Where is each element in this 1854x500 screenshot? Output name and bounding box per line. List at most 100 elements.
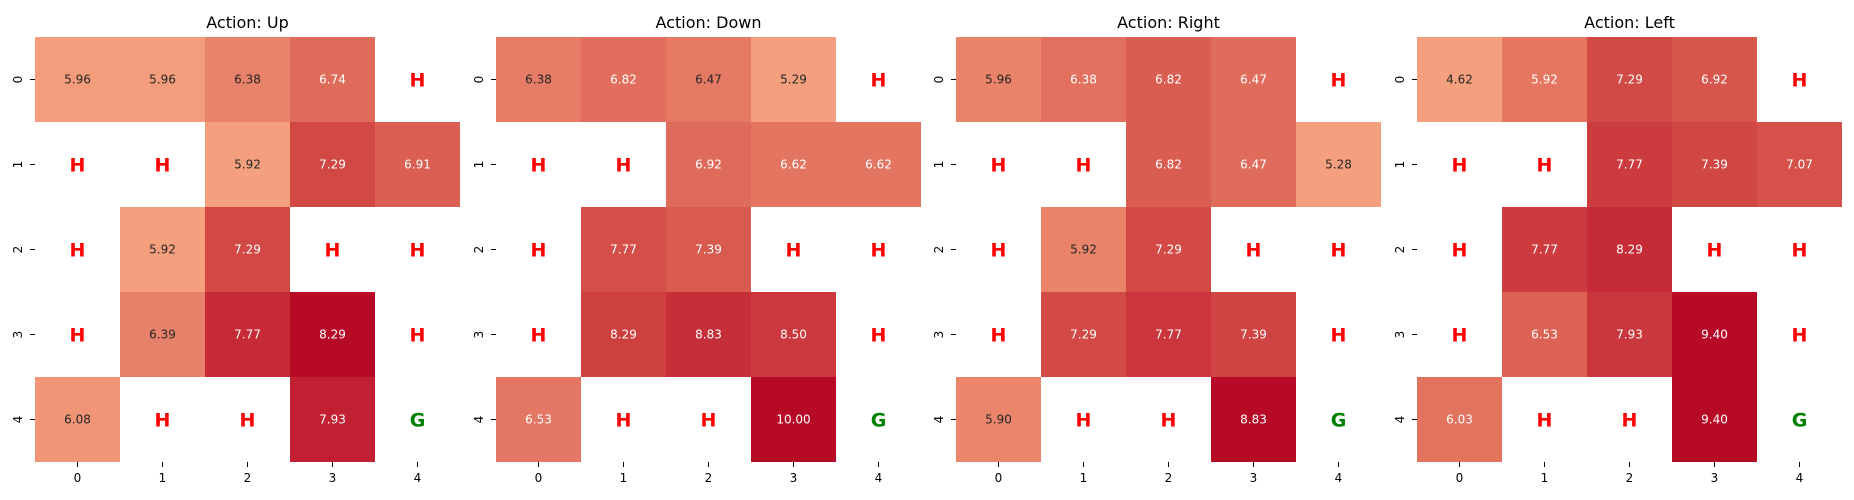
x-tick-label: 3 [1711, 471, 1719, 485]
hole-marker: H [410, 325, 426, 347]
hole-marker: H [1537, 155, 1553, 177]
heatmap-cell [496, 377, 581, 462]
heatmap-cell [1672, 122, 1757, 207]
panel-title: Action: Up [206, 13, 288, 32]
hole-marker: H [410, 240, 426, 262]
x-tick-label: 4 [1796, 471, 1804, 485]
hole-marker: H [155, 410, 171, 432]
hole-marker: H [1161, 410, 1177, 432]
cell-value-label: 6.47 [695, 73, 722, 87]
hole-marker: H [70, 325, 86, 347]
heatmap-cell [1672, 292, 1757, 377]
cell-value-label: 6.92 [1701, 73, 1728, 87]
hole-marker: H [325, 240, 341, 262]
cell-value-label: 9.40 [1701, 413, 1728, 427]
heatmap-cell [1417, 377, 1502, 462]
hole-marker: H [531, 325, 547, 347]
y-tick-label: 2 [11, 246, 25, 254]
x-tick-label: 4 [414, 471, 422, 485]
hole-marker: H [531, 240, 547, 262]
cell-value-label: 6.38 [1070, 73, 1097, 87]
hole-marker: H [1707, 240, 1723, 262]
heatmap-cell [1211, 37, 1296, 122]
panel-title: Action: Down [656, 13, 762, 32]
cell-value-label: 6.47 [1240, 158, 1267, 172]
heatmap-cell [1041, 207, 1126, 292]
hole-marker: H [70, 155, 86, 177]
y-tick-label: 4 [1393, 416, 1407, 424]
cell-value-label: 7.29 [1070, 328, 1097, 342]
heatmap-cell [666, 292, 751, 377]
heatmap-cell [1041, 292, 1126, 377]
cell-value-label: 7.29 [1155, 243, 1182, 257]
x-tick-label: 1 [620, 471, 628, 485]
panel-title: Action: Right [1117, 13, 1220, 32]
cell-value-label: 6.82 [610, 73, 637, 87]
heatmap-cell [581, 207, 666, 292]
cell-value-label: 6.53 [1531, 328, 1558, 342]
heatmap-cell [1211, 122, 1296, 207]
panel-title: Action: Left [1584, 13, 1675, 32]
cell-value-label: 7.29 [234, 243, 261, 257]
hole-marker: H [1792, 70, 1808, 92]
heatmap-cell [35, 37, 120, 122]
hole-marker: H [1076, 155, 1092, 177]
y-tick-label: 1 [932, 161, 946, 169]
hole-marker: H [410, 70, 426, 92]
cell-value-label: 8.83 [1240, 413, 1267, 427]
cell-value-label: 8.29 [319, 328, 346, 342]
heatmap-cell [751, 122, 836, 207]
x-tick-label: 0 [995, 471, 1003, 485]
heatmap-cell [1126, 37, 1211, 122]
cell-value-label: 6.92 [695, 158, 722, 172]
hole-marker: H [1792, 325, 1808, 347]
cell-value-label: 7.39 [1240, 328, 1267, 342]
cell-value-label: 6.74 [319, 73, 346, 87]
cell-value-label: 8.29 [1616, 243, 1643, 257]
cell-value-label: 4.62 [1446, 73, 1473, 87]
x-tick-label: 3 [790, 471, 798, 485]
x-tick-label: 3 [1250, 471, 1258, 485]
x-tick-label: 2 [1165, 471, 1173, 485]
cell-value-label: 8.50 [780, 328, 807, 342]
y-tick-label: 0 [1393, 76, 1407, 84]
heatmap-cell [1672, 37, 1757, 122]
heatmap-cell [1296, 122, 1381, 207]
y-tick-label: 1 [472, 161, 486, 169]
heatmap-cell [1126, 207, 1211, 292]
heatmap-cell [375, 122, 460, 207]
cell-value-label: 6.38 [525, 73, 552, 87]
heatmap-cell [956, 37, 1041, 122]
hole-marker: H [991, 240, 1007, 262]
cell-value-label: 7.07 [1786, 158, 1813, 172]
cell-value-label: 5.96 [985, 73, 1012, 87]
heatmap-cell [290, 292, 375, 377]
hole-marker: H [1076, 410, 1092, 432]
cell-value-label: 6.91 [404, 158, 431, 172]
hole-marker: H [1622, 410, 1638, 432]
heatmap-cell [1587, 37, 1672, 122]
cell-value-label: 7.93 [319, 413, 346, 427]
hole-marker: H [1537, 410, 1553, 432]
goal-marker: G [1792, 410, 1808, 432]
goal-marker: G [1331, 410, 1347, 432]
goal-marker: G [410, 410, 426, 432]
y-tick-label: 2 [1393, 246, 1407, 254]
heatmap-panel: Action: Down 6.38 6.82 6.47 5.29 H H H 6.92 6.62 6… [472, 13, 921, 485]
heatmap-cell [666, 207, 751, 292]
heatmap-cell [1126, 292, 1211, 377]
hole-marker: H [786, 240, 802, 262]
cell-value-label: 7.93 [1616, 328, 1643, 342]
hole-marker: H [240, 410, 256, 432]
x-tick-label: 2 [244, 471, 252, 485]
heatmap-cell [1502, 37, 1587, 122]
cell-value-label: 7.77 [1531, 243, 1558, 257]
heatmap-panel: Action: Left 4.62 5.92 7.29 6.92 H H H 7.77 7.39 7… [1393, 13, 1842, 485]
hole-marker: H [871, 325, 887, 347]
x-tick-label: 0 [74, 471, 82, 485]
heatmap-cell [1211, 377, 1296, 462]
cell-value-label: 6.62 [865, 158, 892, 172]
hole-marker: H [991, 325, 1007, 347]
heatmap-cell [581, 292, 666, 377]
heatmap-cell [751, 37, 836, 122]
